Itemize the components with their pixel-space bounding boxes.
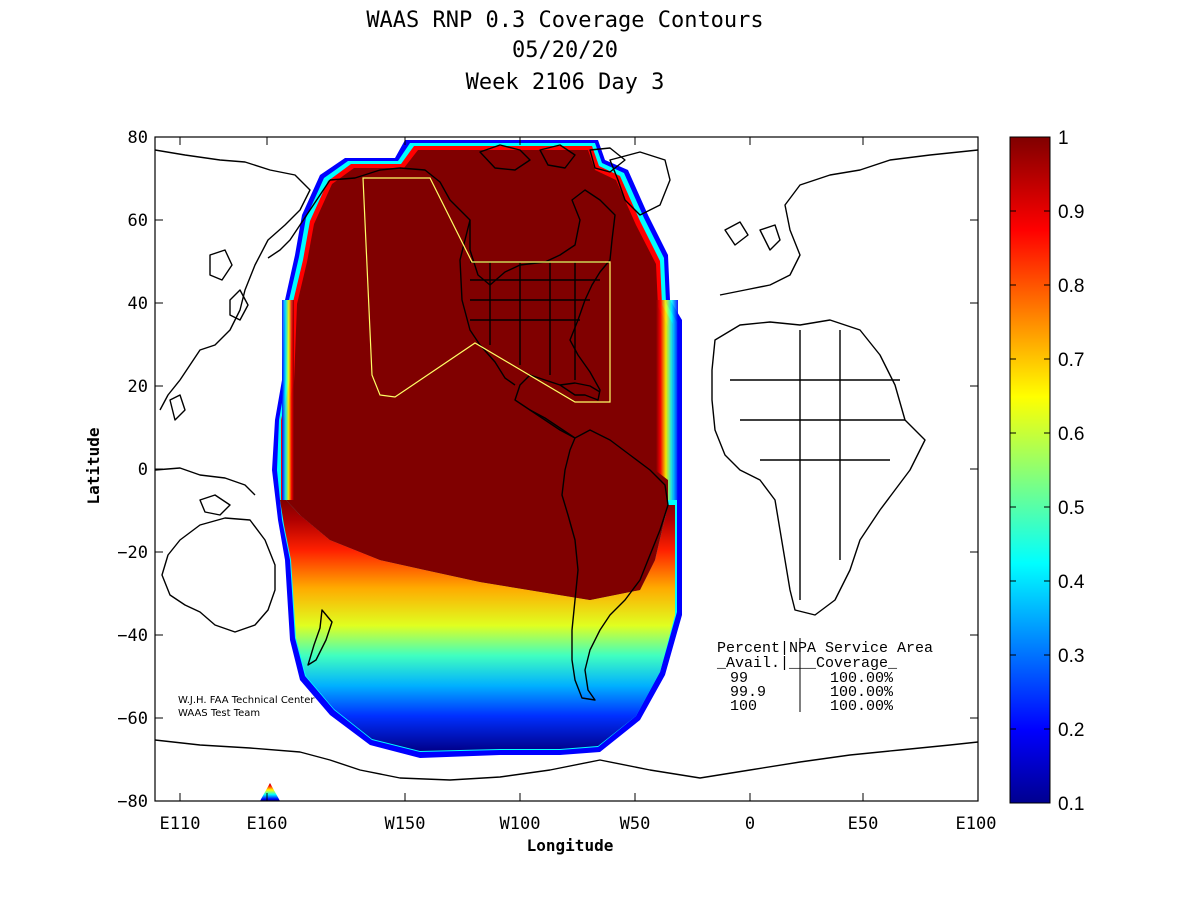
- y-tick-label: −20: [117, 543, 148, 563]
- coastline-south-america: [561, 429, 669, 701]
- colorbar-tick-label: 0.1: [1058, 794, 1084, 815]
- chart-date: 05/20/20: [512, 38, 618, 63]
- coastline-africa: [711, 319, 926, 616]
- summary-table: Percent|NPA Service Area _Avail.|___Cove…: [716, 638, 933, 715]
- coverage-contours: [260, 140, 682, 801]
- y-tick-label: −60: [117, 709, 148, 729]
- x-tick-label: E110: [160, 814, 201, 834]
- x-axis-label: Longitude: [527, 836, 614, 855]
- colorbar-tick-label: 0.2: [1058, 720, 1084, 741]
- x-tick-label: E160: [247, 814, 288, 834]
- coastline-australia: [161, 517, 276, 633]
- colorbar-gradient: [1010, 137, 1050, 803]
- colorbar-tick-label: 0.4: [1058, 572, 1085, 593]
- y-tick-label: 0: [138, 460, 148, 480]
- y-tick-label: 60: [128, 211, 148, 231]
- table-row-avail: 100: [730, 698, 757, 715]
- colorbar-tick-label: 1: [1058, 128, 1069, 149]
- x-tick-label: E50: [848, 814, 879, 834]
- x-tick-label: W100: [500, 814, 541, 834]
- coastline-europe: [719, 149, 978, 296]
- y-tick-label: 80: [128, 128, 148, 148]
- y-tick-label: 40: [128, 294, 148, 314]
- x-tick-label: E100: [956, 814, 997, 834]
- colorbar-tick-label: 0.9: [1058, 202, 1084, 223]
- table-row-avail: 99: [730, 670, 748, 687]
- service-area-outline: [362, 177, 611, 403]
- x-tick-label: W150: [385, 814, 426, 834]
- table-row-coverage: 100.00%: [830, 684, 894, 701]
- y-tick-label: 20: [128, 377, 148, 397]
- colorbar-tick-label: 0.5: [1058, 498, 1084, 519]
- y-tick-label: −40: [117, 626, 148, 646]
- coastline-antarctica: [155, 739, 978, 781]
- coastlines: [155, 144, 978, 781]
- credit-line-2: WAAS Test Team: [178, 708, 260, 719]
- x-axis: E110 E160 W150 W100 W50 0 E50 E100: [160, 137, 997, 834]
- x-tick-label: W50: [620, 814, 651, 834]
- table-row-coverage: 100.00%: [830, 670, 894, 687]
- credit-line-1: W.J.H. FAA Technical Center: [178, 695, 315, 706]
- coastline-asia: [155, 149, 311, 411]
- table-row-coverage: 100.00%: [830, 698, 894, 715]
- colorbar-tick-label: 0.7: [1058, 350, 1084, 371]
- y-tick-label: −80: [117, 792, 148, 812]
- colorbar-tick-label: 0.6: [1058, 424, 1084, 445]
- colorbar: 1 0.9 0.8 0.7 0.6 0.5 0.4 0.3 0.2 0.1: [1009, 128, 1085, 815]
- colorbar-tick-label: 0.8: [1058, 276, 1084, 297]
- table-header-1: Percent|NPA Service Area: [717, 640, 933, 657]
- y-axis-label: Latitude: [84, 427, 103, 504]
- y-axis: 80 60 40 20 0 −20 −40 −60 −80: [117, 128, 978, 812]
- colorbar-tick-label: 0.3: [1058, 646, 1084, 667]
- table-row-avail: 99.9: [730, 684, 766, 701]
- chart-week-day: Week 2106 Day 3: [466, 70, 665, 95]
- chart-title: WAAS RNP 0.3 Coverage Contours: [366, 8, 763, 33]
- map-area: [155, 140, 978, 801]
- x-tick-label: 0: [745, 814, 755, 834]
- table-header-2: _Avail.|___Coverage_: [716, 655, 898, 672]
